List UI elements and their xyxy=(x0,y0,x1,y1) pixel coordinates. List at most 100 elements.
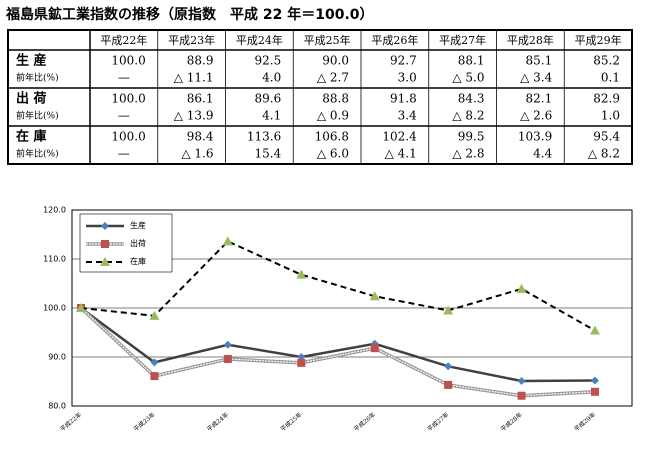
table-yoy: 15.4 xyxy=(255,147,282,161)
table-header: 平成24年 xyxy=(236,33,283,47)
marker xyxy=(444,380,453,389)
row-sub-label: 前年比(%) xyxy=(16,110,59,122)
legend-item: 在庫 xyxy=(86,256,146,266)
table-value: 103.9 xyxy=(518,130,552,144)
legend-item: 生産 xyxy=(86,220,146,230)
table-yoy: 4.1 xyxy=(262,109,281,123)
marker xyxy=(590,325,600,335)
table-yoy: △ 3.4 xyxy=(520,71,552,85)
table-yoy: △ 2.8 xyxy=(452,147,484,161)
marker xyxy=(223,340,232,349)
marker xyxy=(517,391,526,400)
marker xyxy=(517,377,526,386)
marker xyxy=(444,362,453,371)
table-value: 100.0 xyxy=(111,92,145,106)
table-yoy: — xyxy=(118,71,130,85)
table-value: 91.8 xyxy=(390,92,417,106)
y-tick-label: 110.0 xyxy=(43,255,66,264)
y-tick-label: 80.0 xyxy=(48,402,66,411)
row-label: 生 産 xyxy=(16,53,47,69)
x-tick-label: 平成28年 xyxy=(499,411,524,434)
table-value: 86.1 xyxy=(187,92,214,106)
y-tick-label: 90.0 xyxy=(48,353,66,362)
table-yoy: △ 2.6 xyxy=(520,109,552,123)
table-yoy: △ 13.9 xyxy=(174,109,214,123)
y-tick-label: 120.0 xyxy=(43,206,66,215)
table-yoy: △ 2.7 xyxy=(317,71,349,85)
x-tick-label: 平成24年 xyxy=(205,411,230,434)
legend-marker xyxy=(100,257,110,266)
marker xyxy=(591,376,599,385)
x-tick-label: 平成23年 xyxy=(132,411,157,434)
marker xyxy=(370,344,379,353)
table-border xyxy=(7,29,633,165)
table-value: 88.9 xyxy=(187,54,214,68)
table-value: 82.1 xyxy=(526,92,553,106)
table-value: 89.6 xyxy=(255,92,282,106)
table-yoy: 4.4 xyxy=(533,147,552,161)
legend-item: 出荷 xyxy=(86,238,146,248)
legend-marker xyxy=(101,222,109,230)
table-yoy: 3.0 xyxy=(398,71,417,85)
series-line xyxy=(79,306,596,398)
table-yoy: △ 4.1 xyxy=(385,147,417,161)
x-tick-label: 平成27年 xyxy=(426,411,451,434)
marker xyxy=(222,236,233,246)
table-yoy: — xyxy=(118,147,130,161)
table-yoy: △ 6.0 xyxy=(317,147,349,161)
page-title: 福島県鉱工業指数の推移（原指数 平成 22 年＝100.0） xyxy=(5,6,374,23)
table-value: 100.0 xyxy=(111,130,145,144)
table-value: 85.1 xyxy=(526,54,553,68)
legend-marker xyxy=(101,240,109,248)
marker xyxy=(223,354,232,363)
x-tick-label: 平成26年 xyxy=(352,411,377,434)
table-header: 平成22年 xyxy=(100,33,147,47)
marker xyxy=(443,305,454,315)
table-header: 平成29年 xyxy=(575,33,622,47)
table-value: 92.7 xyxy=(390,54,417,68)
series-line xyxy=(80,306,596,383)
table-value: 84.3 xyxy=(458,92,485,106)
marker xyxy=(150,358,159,367)
table-header: 平成28年 xyxy=(507,33,554,47)
x-tick-label: 平成25年 xyxy=(279,411,304,434)
table-value: 99.5 xyxy=(458,130,485,144)
table-yoy: △ 8.2 xyxy=(588,147,620,161)
row-label: 出 荷 xyxy=(16,91,47,107)
table-value: 92.5 xyxy=(255,54,282,68)
series xyxy=(76,236,600,335)
table-yoy: △ 5.0 xyxy=(452,71,484,85)
series-line xyxy=(80,240,596,332)
table-yoy: △ 1.6 xyxy=(181,147,213,161)
table-yoy: 4.0 xyxy=(262,71,281,85)
table-value: 88.1 xyxy=(458,54,485,68)
marker xyxy=(297,358,306,367)
table-value: 88.8 xyxy=(322,92,349,106)
table-value: 98.4 xyxy=(187,130,214,144)
legend-label: 出荷 xyxy=(130,238,146,248)
x-tick-label: 平成22年 xyxy=(58,411,83,434)
legend-label: 生産 xyxy=(130,220,146,230)
marker xyxy=(149,310,160,320)
table-yoy: 1.0 xyxy=(601,109,620,123)
row-sub-label: 前年比(%) xyxy=(16,148,59,160)
table-value: 113.6 xyxy=(247,130,281,144)
row-sub-label: 前年比(%) xyxy=(16,72,59,84)
marker xyxy=(296,269,307,279)
table-header: 平成26年 xyxy=(371,33,418,47)
table-value: 85.2 xyxy=(593,54,620,68)
table-value: 100.0 xyxy=(111,54,145,68)
table-yoy: △ 8.2 xyxy=(452,109,484,123)
table-header: 平成23年 xyxy=(168,33,215,47)
table-value: 82.9 xyxy=(593,92,620,106)
series xyxy=(77,304,599,386)
plot-frame xyxy=(71,209,633,407)
table-header: 平成25年 xyxy=(304,33,351,47)
table-value: 95.4 xyxy=(593,130,620,144)
table-yoy: 0.1 xyxy=(601,71,620,85)
marker xyxy=(516,283,527,293)
series-line-inner xyxy=(80,307,596,397)
table-yoy: — xyxy=(118,109,130,123)
y-tick-label: 100.0 xyxy=(43,304,66,313)
